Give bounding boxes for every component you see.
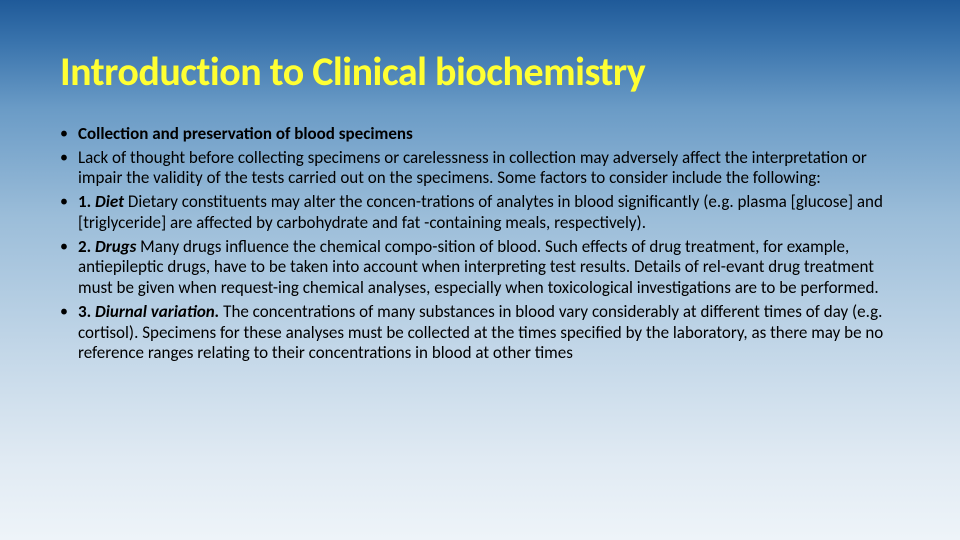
bullet-text: Many drugs influence the chemical compo-… [78, 236, 879, 298]
list-item: Lack of thought before collecting specim… [60, 148, 900, 189]
bullet-label: Diurnal variation. [95, 301, 219, 322]
list-item: 1. Diet Dietary constituents may alter t… [60, 192, 900, 233]
bullet-text: Lack of thought before collecting specim… [78, 147, 867, 189]
bullet-number: 2. [78, 236, 95, 257]
list-item: 3. Diurnal variation. The concentrations… [60, 302, 900, 364]
list-item: 2. Drugs Many drugs influence the chemic… [60, 237, 900, 299]
bullet-label: Drugs [95, 236, 136, 257]
bullet-number: 1. [78, 191, 95, 212]
slide: Introduction to Clinical biochemistry Co… [0, 0, 960, 540]
bullet-heading: Collection and preservation of blood spe… [78, 123, 413, 144]
bullet-text: Dietary constituents may alter the conce… [78, 191, 883, 233]
slide-content: Collection and preservation of blood spe… [60, 124, 900, 364]
list-item: Collection and preservation of blood spe… [60, 124, 900, 145]
bullet-label: Diet [95, 191, 124, 212]
bullet-number: 3. [78, 301, 95, 322]
slide-title: Introduction to Clinical biochemistry [60, 50, 900, 94]
bullet-list: Collection and preservation of blood spe… [60, 124, 900, 364]
